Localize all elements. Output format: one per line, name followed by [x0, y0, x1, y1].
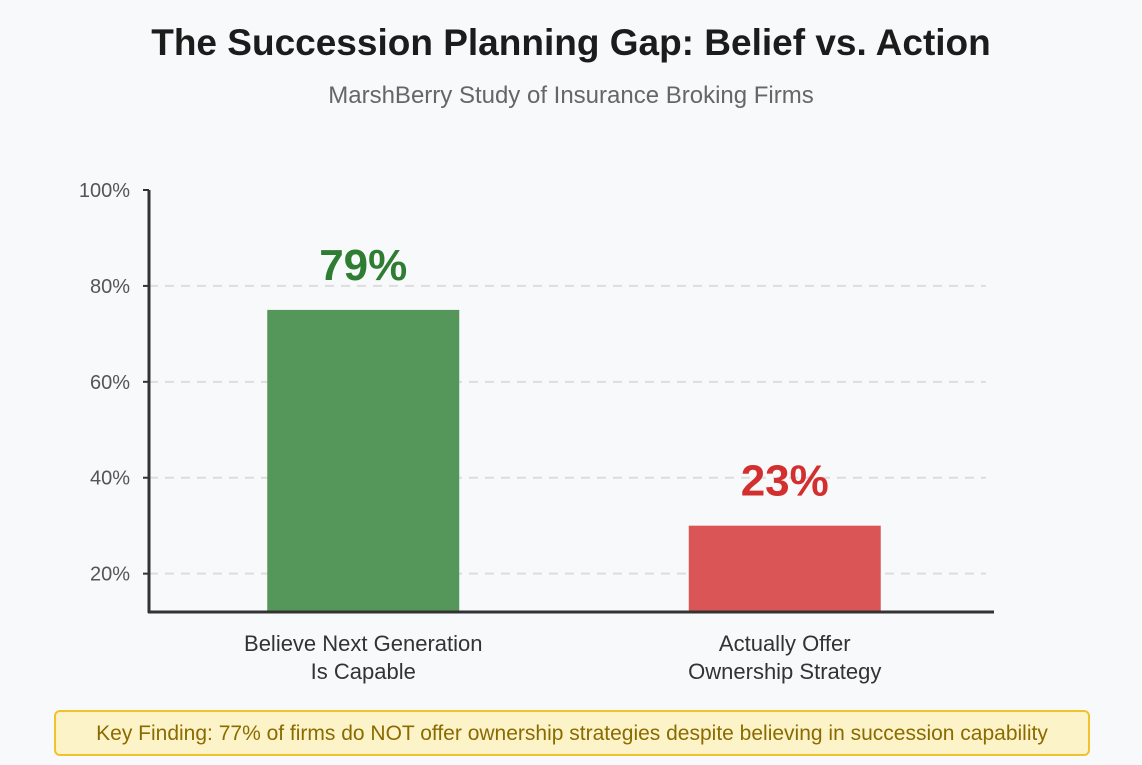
category-label-line: Ownership Strategy — [688, 659, 881, 684]
y-tick-label: 100% — [79, 180, 130, 202]
axes — [147, 190, 994, 614]
y-tick-label: 40% — [90, 468, 130, 490]
labels: 79% Believe Next Generation Is Capable 23% A… — [244, 241, 881, 684]
chart-subtitle: MarshBerry Study of Insurance Broking Fi… — [328, 82, 814, 109]
gridlines — [149, 284, 986, 575]
y-tick-label: 20% — [90, 564, 130, 586]
bar-chart: 20% 40% 60% 80% 100% 79% Believe Next Generat… — [79, 180, 994, 684]
bars — [267, 309, 881, 612]
category-label-line: Believe Next Generation — [244, 631, 482, 656]
chart-title: The Succession Planning Gap: Belief vs. … — [151, 22, 991, 63]
y-tick-labels: 20% 40% 60% 80% 100% — [79, 180, 149, 586]
bar — [267, 309, 460, 612]
y-tick-label: 80% — [90, 276, 130, 298]
category-label: Believe Next Generation Is Capable — [244, 631, 482, 684]
category-label-line: Actually Offer — [719, 631, 851, 656]
category-label: Actually Offer Ownership Strategy — [688, 631, 881, 684]
bar-value-label: 79% — [319, 241, 407, 290]
bar — [688, 525, 881, 612]
y-tick-label: 60% — [90, 372, 130, 394]
category-label-line: Is Capable — [311, 659, 416, 684]
key-finding-callout: Key Finding: 77% of firms do NOT offer o… — [54, 710, 1090, 756]
bar-value-label: 23% — [741, 457, 829, 506]
